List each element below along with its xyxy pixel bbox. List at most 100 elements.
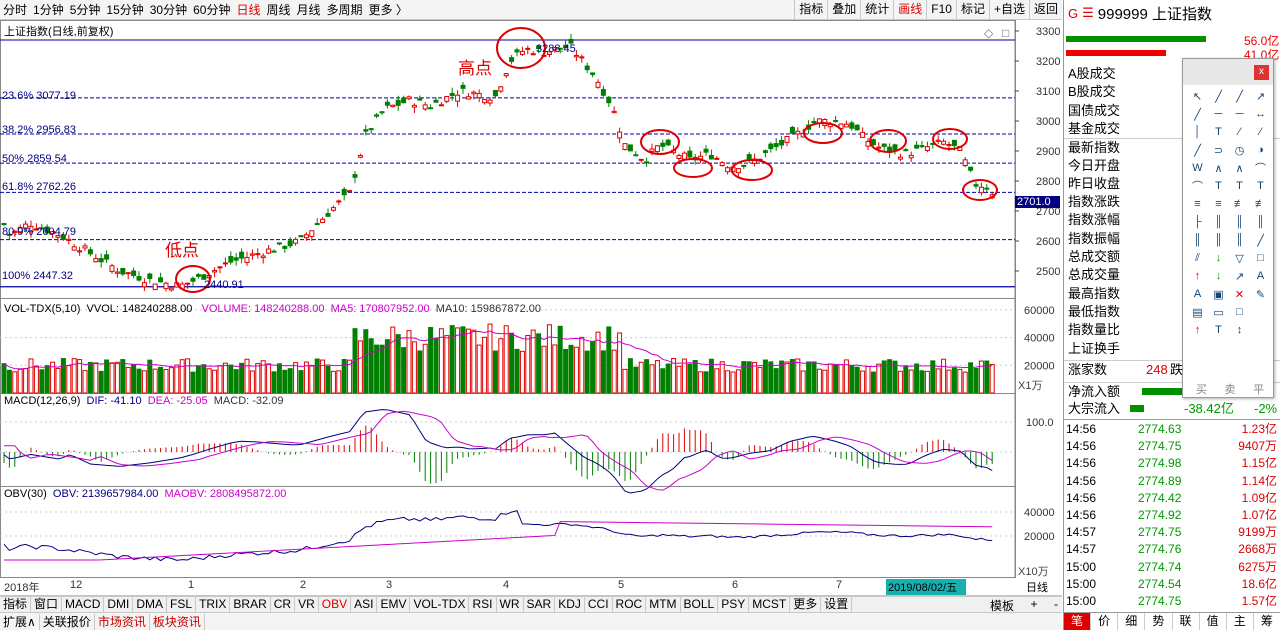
down-icon[interactable]: ↓ bbox=[1215, 252, 1222, 264]
fan-icon[interactable]: ╱ bbox=[1257, 234, 1264, 247]
detail-tab-7[interactable]: 筹 bbox=[1254, 613, 1280, 630]
fan2-icon[interactable]: ⫽ bbox=[1195, 251, 1200, 264]
indicator-20[interactable]: MTM bbox=[646, 597, 681, 612]
indicator-12[interactable]: EMV bbox=[377, 597, 411, 612]
toolbar-button-1[interactable]: 叠加 bbox=[827, 0, 860, 20]
both-mark-icon[interactable]: ↕ bbox=[1236, 324, 1243, 336]
gann3-icon[interactable]: T bbox=[1257, 180, 1264, 192]
detail-tab-4[interactable]: 联 bbox=[1173, 613, 1200, 630]
t-mark-icon[interactable]: T bbox=[1215, 324, 1222, 336]
pencil-icon[interactable]: ✎ bbox=[1255, 288, 1266, 301]
indicator-13[interactable]: VOL-TDX bbox=[410, 597, 470, 612]
fib-ext2-icon[interactable]: ≢ bbox=[1255, 198, 1266, 210]
indicator-2[interactable]: MACD bbox=[62, 597, 105, 612]
ray-icon[interactable]: ╱ bbox=[1236, 90, 1243, 103]
curve-icon[interactable]: ⌒ bbox=[1255, 163, 1266, 175]
period-4[interactable]: 30分钟 bbox=[149, 3, 188, 17]
indicator-16[interactable]: SAR bbox=[524, 597, 556, 612]
bottom-tab-3[interactable]: 板块资讯 bbox=[150, 613, 205, 630]
trade-tool-0[interactable]: 买 bbox=[1195, 384, 1207, 396]
blank2-icon[interactable] bbox=[1250, 321, 1271, 339]
vlines2-icon[interactable]: ║ bbox=[1235, 216, 1244, 228]
up-mark-icon[interactable]: ↑ bbox=[1194, 324, 1201, 336]
indicator-0[interactable]: 指标 bbox=[0, 597, 32, 612]
toolbar-button-7[interactable]: 返回 bbox=[1028, 0, 1062, 20]
period-icon[interactable]: ├ bbox=[1193, 216, 1202, 228]
period-10[interactable]: 更多 〉 bbox=[368, 3, 408, 17]
down-arrow-icon[interactable]: ↓ bbox=[1215, 270, 1222, 282]
indicator-6[interactable]: TRIX bbox=[196, 597, 231, 612]
minus-button[interactable]: - bbox=[1054, 597, 1058, 611]
indicator-14[interactable]: RSI bbox=[469, 597, 497, 612]
gann2-icon[interactable]: T bbox=[1236, 180, 1243, 192]
hray-icon[interactable]: ↔ bbox=[1255, 108, 1266, 120]
trend-icon[interactable]: ╱ bbox=[1194, 144, 1201, 157]
triangle-icon[interactable]: ▽ bbox=[1235, 252, 1244, 265]
trade-tool-1[interactable]: 卖 bbox=[1224, 384, 1236, 396]
indicator-23[interactable]: MCST bbox=[749, 597, 791, 612]
plus-button[interactable]: + bbox=[1030, 597, 1038, 611]
close-icon[interactable]: x bbox=[1254, 65, 1269, 80]
period-7[interactable]: 周线 bbox=[266, 3, 291, 17]
up-arrow-icon[interactable]: ↑ bbox=[1194, 270, 1201, 282]
segment-icon[interactable]: ╱ bbox=[1194, 108, 1201, 121]
peak-icon[interactable]: ∧ bbox=[1214, 162, 1223, 175]
detail-tab-0[interactable]: 笔 bbox=[1064, 613, 1092, 630]
toolbar-button-4[interactable]: F10 bbox=[926, 0, 956, 20]
indicator-11[interactable]: ASI bbox=[351, 597, 378, 612]
detail-tab-6[interactable]: 主 bbox=[1227, 613, 1254, 630]
toolbar-button-2[interactable]: 统计 bbox=[860, 0, 893, 20]
popup-header[interactable]: x bbox=[1183, 59, 1273, 85]
toolbar-button-6[interactable]: +自选 bbox=[988, 0, 1029, 20]
indicator-4[interactable]: DMA bbox=[133, 597, 168, 612]
toolbar-button-5[interactable]: 标记 bbox=[955, 0, 989, 20]
vline-icon[interactable]: │ bbox=[1194, 126, 1201, 138]
period-2[interactable]: 5分钟 bbox=[69, 3, 101, 17]
vlines3-icon[interactable]: ║ bbox=[1256, 216, 1265, 228]
template-button[interactable]: 模板 bbox=[990, 599, 1015, 613]
period-6[interactable]: 日线 bbox=[236, 3, 261, 17]
kline-chart[interactable]: 3300 3200 3100 3000 2900 2800 2700 2600 2500 ◇ □ 60… bbox=[0, 20, 1062, 596]
fib-h-icon[interactable]: ≡ bbox=[1194, 198, 1201, 210]
bottom-tab-1[interactable]: 关联报价 bbox=[40, 613, 95, 630]
frame-icon[interactable]: ▭ bbox=[1213, 306, 1224, 319]
period-3[interactable]: 15分钟 bbox=[106, 3, 144, 17]
indicator-25[interactable]: 设置 bbox=[821, 597, 853, 612]
box-icon[interactable]: ▣ bbox=[1213, 288, 1224, 301]
indicator-19[interactable]: ROC bbox=[613, 597, 647, 612]
detail-tab-5[interactable]: 值 bbox=[1200, 613, 1227, 630]
period-1[interactable]: 1分钟 bbox=[33, 3, 64, 17]
list-icon[interactable]: ☰ bbox=[1082, 5, 1094, 20]
note-icon[interactable]: ▤ bbox=[1192, 306, 1203, 319]
fib-ext-icon[interactable]: ≢ bbox=[1234, 198, 1245, 210]
pointer-icon[interactable]: ↖ bbox=[1192, 90, 1203, 103]
toolbar-button-0[interactable]: 指标 bbox=[794, 0, 827, 20]
curve2-icon[interactable]: ⌒ bbox=[1192, 181, 1203, 193]
detail-tab-1[interactable]: 价 bbox=[1091, 613, 1119, 630]
channel-icon[interactable]: ⁄ bbox=[1259, 126, 1262, 138]
indicator-18[interactable]: CCI bbox=[585, 597, 613, 612]
period-0[interactable]: 分时 bbox=[3, 3, 28, 17]
wave-icon[interactable]: W bbox=[1192, 162, 1203, 174]
indicator-17[interactable]: KDJ bbox=[555, 597, 585, 612]
gann-icon[interactable]: T bbox=[1215, 180, 1222, 192]
indicator-15[interactable]: WR bbox=[497, 597, 524, 612]
zigzag-icon[interactable]: ∧ bbox=[1235, 162, 1244, 175]
fib-h2-icon[interactable]: ≡ bbox=[1215, 198, 1222, 210]
indicator-7[interactable]: BRAR bbox=[230, 597, 271, 612]
up-right-icon[interactable]: ↗ bbox=[1234, 270, 1245, 283]
arrow-icon[interactable]: ↗ bbox=[1255, 90, 1266, 103]
hseg-icon[interactable]: ─ bbox=[1235, 108, 1244, 120]
toolbar-button-3[interactable]: 画线 bbox=[893, 0, 926, 20]
indicator-1[interactable]: 窗口 bbox=[31, 597, 63, 612]
bars2-icon[interactable]: ║ bbox=[1214, 234, 1223, 246]
vlines-icon[interactable]: ║ bbox=[1214, 216, 1223, 228]
sector-icon[interactable]: ◑ bbox=[1257, 144, 1264, 156]
indicator-3[interactable]: DMI bbox=[104, 597, 134, 612]
trade-tool-2[interactable]: 平 bbox=[1253, 384, 1265, 396]
indicator-9[interactable]: VR bbox=[295, 597, 319, 612]
detail-tab-2[interactable]: 细 bbox=[1118, 613, 1146, 630]
indicator-8[interactable]: CR bbox=[271, 597, 296, 612]
indicator-22[interactable]: PSY bbox=[718, 597, 750, 612]
bottom-tab-2[interactable]: 市场资讯 bbox=[95, 613, 150, 630]
